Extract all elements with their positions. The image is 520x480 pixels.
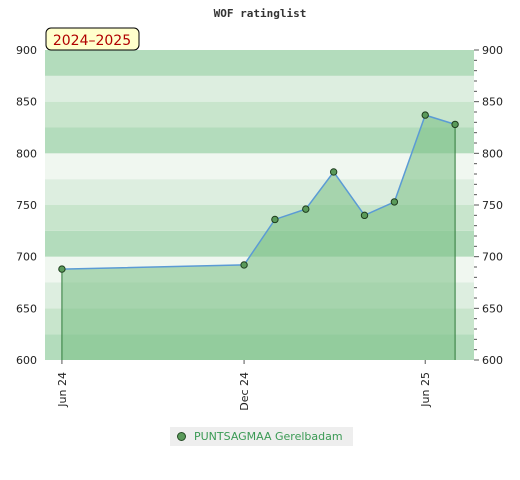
legend-marker	[177, 432, 186, 441]
background-band	[45, 153, 474, 180]
y-tick-label-left: 850	[16, 96, 37, 109]
data-point	[58, 265, 66, 273]
y-tick-label-left: 750	[16, 199, 37, 212]
y-tick-label-right: 650	[482, 302, 503, 315]
background-band	[45, 101, 474, 128]
data-point	[451, 120, 459, 129]
y-tick-label-left: 700	[16, 251, 37, 264]
data-point	[390, 198, 399, 206]
x-tick-label: Jun 24	[56, 372, 69, 408]
y-tick-label-left: 650	[16, 302, 37, 315]
background-band	[45, 75, 474, 102]
background-band	[45, 127, 474, 154]
legend-series-label: PUNTSAGMAA Gerelbadam	[194, 430, 343, 443]
data-point	[271, 215, 279, 224]
y-tick-label-right: 800	[482, 147, 503, 160]
data-point	[302, 205, 310, 213]
x-tick-label: Jun 25	[419, 372, 432, 408]
y-tick-label-right: 900	[482, 44, 503, 57]
background-band	[45, 50, 474, 76]
y-tick-label-right: 600	[482, 354, 503, 367]
season-badge: 2024–2025	[45, 27, 140, 51]
data-point	[360, 211, 369, 220]
season-badge-label: 2024–2025	[53, 33, 131, 49]
data-point	[329, 168, 338, 176]
area-layer	[61, 115, 456, 360]
data-marks	[58, 111, 459, 273]
y-tick-label-right: 750	[482, 199, 503, 212]
season-badge-box	[45, 27, 140, 51]
x-tick-label: Dec 24	[238, 372, 251, 411]
data-point	[421, 111, 429, 119]
y-tick-label-left: 600	[16, 354, 37, 367]
axes: 600 600 650 650 700 700 750 750 800 800 850 850 900 9…	[16, 44, 503, 411]
y-tick-label-right: 700	[482, 251, 503, 264]
legend: PUNTSAGMAA Gerelbadam	[170, 427, 353, 446]
series-area	[61, 115, 456, 360]
y-tick-label-right: 850	[482, 96, 503, 109]
chart-title: WOF ratinglist	[214, 7, 307, 20]
data-point	[240, 261, 248, 269]
y-tick-label-left: 900	[16, 44, 37, 57]
y-tick-label-left: 800	[16, 147, 37, 160]
